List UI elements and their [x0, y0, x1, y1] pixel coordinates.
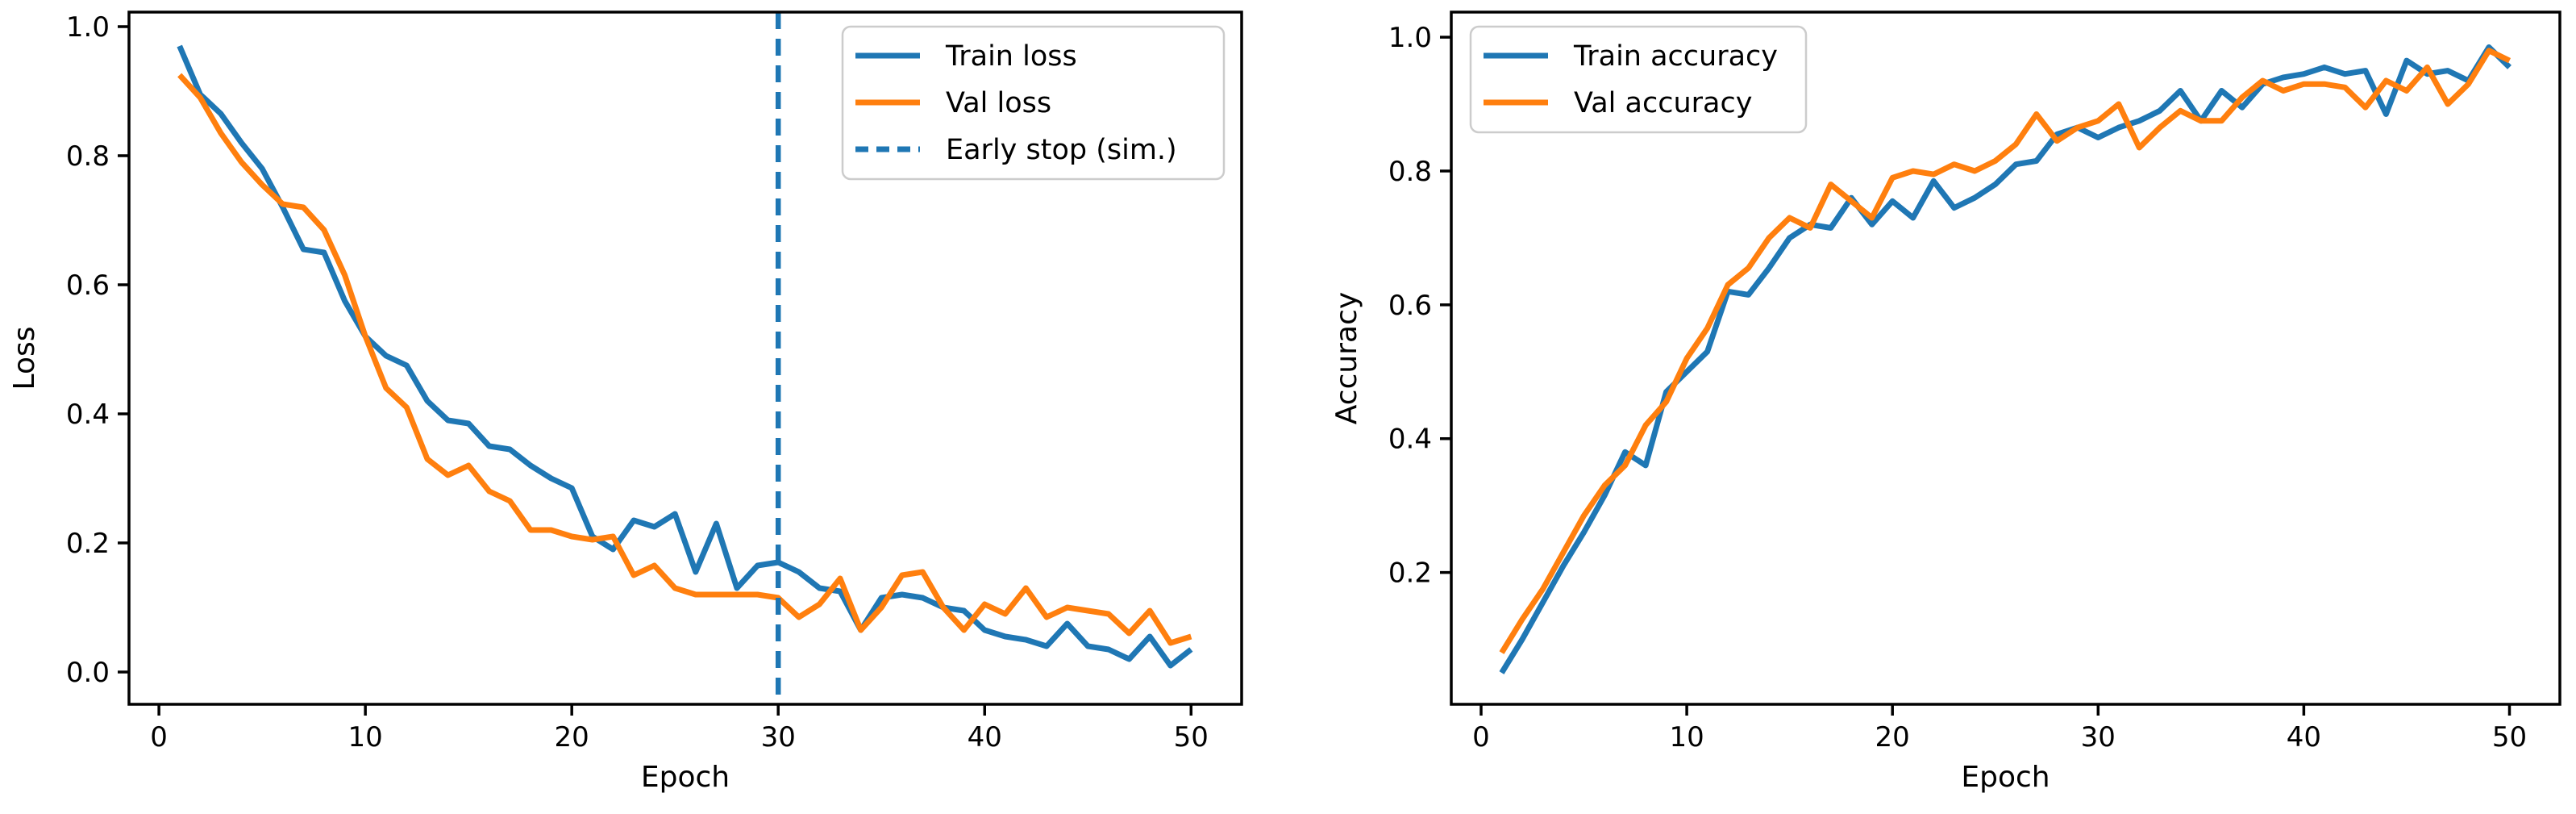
- x-tick-label: 50: [2492, 721, 2527, 753]
- legend-label: Early stop (sim.): [946, 134, 1177, 166]
- y-tick-label: 1.0: [66, 11, 110, 44]
- x-tick-label: 50: [1174, 721, 1209, 753]
- loss-x-axis-label: Epoch: [641, 761, 730, 794]
- x-tick-label: 20: [1875, 721, 1910, 753]
- x-tick-label: 40: [968, 721, 1002, 753]
- accuracy-x-axis-label: Epoch: [1961, 761, 2050, 794]
- val-accuracy-line: [1499, 48, 2511, 654]
- accuracy-y-axis-label: Accuracy: [1330, 292, 1363, 424]
- y-tick-label: 0.8: [66, 140, 110, 173]
- legend-label: Train loss: [945, 40, 1077, 73]
- loss-subplot: 0 10 20 30 40 50 0.0 0.2 0.4 0.6 0.8 1.0 Epoch Loss Tr…: [8, 10, 1243, 794]
- legend-item-val-accuracy: Val accuracy: [1484, 87, 1752, 119]
- y-tick-label: 0.6: [66, 269, 110, 302]
- legend-label: Train accuracy: [1573, 40, 1778, 73]
- x-tick-label: 10: [348, 721, 383, 753]
- accuracy-subplot: 0 10 20 30 40 50 0.2 0.4 0.6 0.8 1.0 Epoch Accuracy T…: [1330, 10, 2561, 794]
- legend-label: Val accuracy: [1574, 87, 1752, 119]
- train-accuracy-line: [1499, 44, 2511, 674]
- x-tick-label: 40: [2287, 721, 2321, 753]
- train-loss-line: [177, 44, 1193, 669]
- y-tick-label: 0.2: [66, 528, 110, 560]
- accuracy-legend: Train accuracy Val accuracy: [1469, 25, 1808, 134]
- y-tick-label: 0.4: [1388, 424, 1432, 456]
- y-tick-label: 0.2: [1388, 557, 1432, 590]
- y-tick-label: 0.0: [66, 657, 110, 689]
- legend-item-train-accuracy: Train accuracy: [1484, 40, 1778, 73]
- y-tick-label: 0.6: [1388, 290, 1432, 322]
- x-tick-label: 30: [761, 721, 796, 753]
- legend-item-early-stop-sim: Early stop (sim.): [855, 134, 1177, 166]
- x-tick-label: 0: [150, 721, 168, 753]
- x-tick-label: 0: [1472, 721, 1490, 753]
- loss-legend: Train loss Val loss Early stop (sim.): [841, 25, 1226, 181]
- loss-axes-frame: [127, 10, 1243, 706]
- legend-item-val-loss: Val loss: [855, 87, 1051, 119]
- x-tick-label: 30: [2081, 721, 2116, 753]
- x-tick-label: 10: [1669, 721, 1704, 753]
- legend-box: [841, 25, 1226, 181]
- y-tick-label: 0.8: [1388, 156, 1432, 188]
- loss-y-axis-label: Loss: [8, 327, 41, 390]
- legend-box: [1469, 25, 1808, 134]
- val-loss-line: [177, 73, 1192, 646]
- accuracy-axes-frame: [1450, 10, 2561, 706]
- y-tick-label: 1.0: [1388, 22, 1432, 54]
- y-tick-label: 0.4: [66, 399, 110, 431]
- legend-item-train-loss: Train loss: [855, 40, 1077, 73]
- legend-label: Val loss: [946, 87, 1051, 119]
- x-tick-label: 20: [555, 721, 589, 753]
